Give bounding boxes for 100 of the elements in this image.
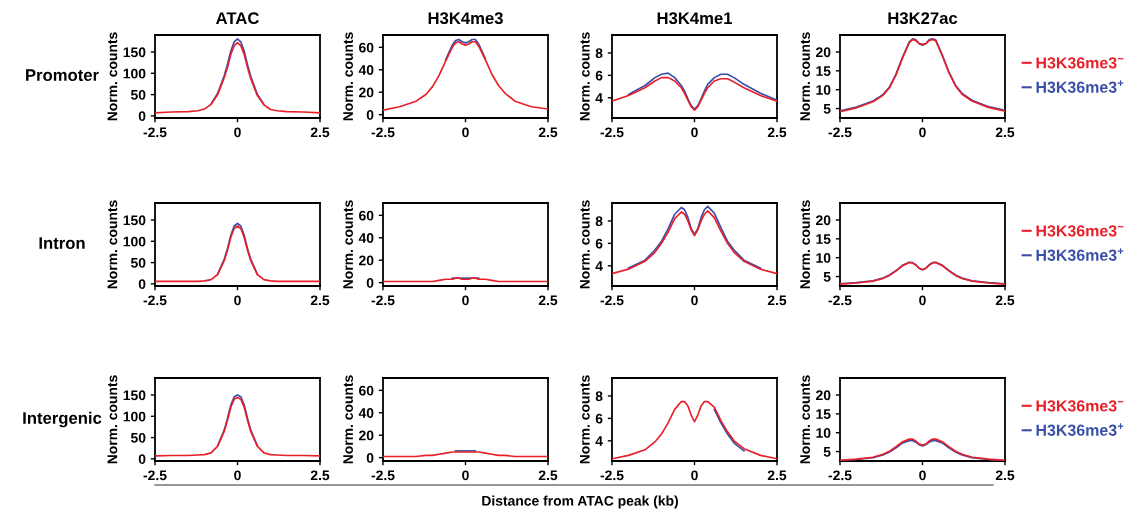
x-tick-label: 0 xyxy=(462,470,469,481)
legend-label: H3K36me3$^{+}$ xyxy=(1036,248,1124,261)
y-axis-title: Norm. counts xyxy=(800,32,810,121)
x-tick-label: 2.5 xyxy=(767,470,787,481)
x-tick-label: -2.5 xyxy=(600,295,624,306)
y-axis-title: Norm. counts xyxy=(580,375,590,464)
line-series xyxy=(155,396,320,457)
x-tick-label: -2.5 xyxy=(371,295,395,306)
y-axis-title: Norm. counts xyxy=(580,32,590,121)
legend-label: H3K36me3$^{−}$ xyxy=(1036,57,1124,69)
legend-label: H3K36me3$^{+}$ xyxy=(1036,80,1124,93)
legend-label: H3K36me3$^{−}$ xyxy=(1036,400,1124,412)
chart-title: H3K27ac xyxy=(888,12,958,25)
y-axis-title: Norm. counts xyxy=(580,200,590,289)
x-tick-label: -2.5 xyxy=(143,470,167,481)
chart-title: ATAC xyxy=(216,12,259,25)
y-tick-label: 0 xyxy=(366,452,374,463)
x-tick-label: -2.5 xyxy=(600,470,624,481)
y-tick-label: 20 xyxy=(816,47,831,58)
x-tick-label: 2.5 xyxy=(310,127,330,138)
y-axis-title: Norm. counts xyxy=(800,200,810,289)
x-tick-label: 2.5 xyxy=(995,295,1015,306)
y-tick-label: 0 xyxy=(366,109,374,120)
y-tick-label: 50 xyxy=(130,257,146,268)
y-tick-label: 10 xyxy=(816,428,831,438)
line-series xyxy=(612,76,777,111)
y-tick-label: 60 xyxy=(359,42,374,53)
y-tick-label: 50 xyxy=(130,432,146,443)
y-tick-label: 40 xyxy=(358,233,374,243)
x-tick-label: 2.5 xyxy=(310,470,330,481)
y-tick-label: 150 xyxy=(123,390,146,401)
x-tick-label: -2.5 xyxy=(828,295,852,306)
y-tick-label: 5 xyxy=(823,447,831,457)
y-tick-label: 6 xyxy=(595,238,603,249)
y-tick-label: 0 xyxy=(138,111,146,122)
x-tick-label: 0 xyxy=(691,127,698,138)
text: Intron xyxy=(39,237,85,249)
y-tick-label: 20 xyxy=(816,390,831,401)
x-tick-label: 2.5 xyxy=(767,127,787,138)
x-tick-label: 2.5 xyxy=(538,470,558,481)
y-axis-title: Norm. counts xyxy=(107,375,118,464)
y-axis-title: Norm. counts xyxy=(800,375,810,464)
y-tick-label: 40 xyxy=(358,65,374,75)
y-tick-label: 60 xyxy=(359,385,374,396)
legend-label: H3K36me3$^{+}$ xyxy=(1036,423,1124,436)
x-tick-label: 0 xyxy=(691,295,698,306)
line-series xyxy=(216,394,259,447)
y-axis-title: Norm. counts xyxy=(343,200,353,289)
y-tick-label: 100 xyxy=(123,68,146,79)
x-tick-label: -2.5 xyxy=(828,127,852,138)
x-tick-label: 2.5 xyxy=(310,295,330,306)
line-series xyxy=(155,41,320,114)
x-tick-label: 0 xyxy=(919,127,926,138)
x-tick-label: 2.5 xyxy=(538,295,558,306)
chart-title: H3K4me3 xyxy=(428,12,503,25)
y-tick-label: 150 xyxy=(123,47,146,58)
line-series xyxy=(612,210,777,275)
y-tick-label: 50 xyxy=(130,89,146,100)
y-tick-label: 20 xyxy=(359,430,374,441)
y-tick-label: 4 xyxy=(595,436,603,446)
x-tick-label: 0 xyxy=(462,295,469,306)
y-tick-label: 6 xyxy=(595,413,603,424)
y-axis-title: Norm. counts xyxy=(343,32,353,121)
y-axis-title: Norm. counts xyxy=(343,375,353,464)
x-tick-label: -2.5 xyxy=(371,470,395,481)
line-series xyxy=(444,38,487,61)
x-tick-label: 0 xyxy=(234,127,241,138)
y-tick-label: 150 xyxy=(123,215,146,226)
x-tick-label: -2.5 xyxy=(143,127,167,138)
line-series xyxy=(216,222,259,275)
y-tick-label: 5 xyxy=(823,272,831,282)
text: Distance from ATAC peak (kb) xyxy=(482,495,678,509)
x-tick-label: -2.5 xyxy=(143,295,167,306)
x-tick-label: 0 xyxy=(234,470,241,481)
y-tick-label: 20 xyxy=(816,215,831,226)
line-series xyxy=(713,408,745,452)
text: Promoter xyxy=(26,69,99,81)
text: Intergenic xyxy=(23,411,102,428)
y-tick-label: 8 xyxy=(595,48,603,59)
legend-label: H3K36me3$^{−}$ xyxy=(1036,225,1124,237)
y-tick-label: 40 xyxy=(358,408,374,418)
y-tick-label: 100 xyxy=(123,236,146,247)
y-tick-label: 6 xyxy=(595,70,603,81)
line-series xyxy=(627,72,777,110)
y-tick-label: 15 xyxy=(816,409,831,420)
y-tick-label: 8 xyxy=(595,391,603,402)
y-tick-label: 10 xyxy=(816,85,831,95)
y-axis-title: Norm. counts xyxy=(107,32,118,121)
y-tick-label: 0 xyxy=(366,277,374,288)
line-series xyxy=(210,37,265,106)
y-tick-label: 100 xyxy=(123,411,146,422)
x-tick-label: -2.5 xyxy=(371,127,395,138)
y-tick-label: 15 xyxy=(816,234,831,245)
x-tick-label: 2.5 xyxy=(995,127,1015,138)
x-tick-label: -2.5 xyxy=(600,127,624,138)
x-tick-label: -2.5 xyxy=(828,470,852,481)
y-tick-label: 0 xyxy=(138,454,146,465)
y-tick-label: 60 xyxy=(359,210,374,221)
x-tick-label: 0 xyxy=(462,127,469,138)
line-series xyxy=(627,205,762,269)
